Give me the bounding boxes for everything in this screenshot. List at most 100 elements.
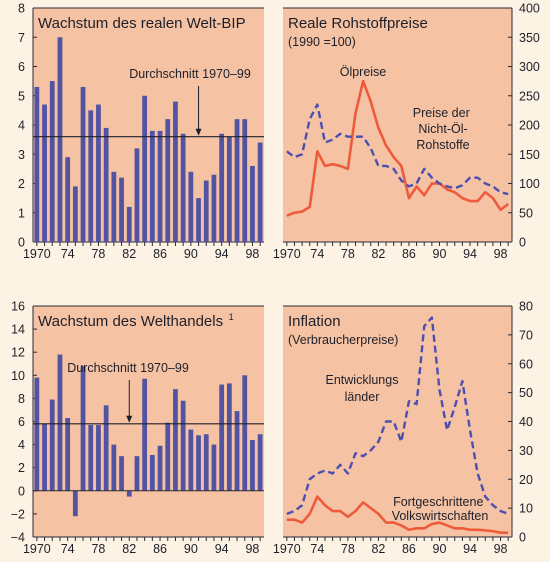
bar-1992 xyxy=(203,434,209,491)
bar-1974 xyxy=(65,418,71,491)
bar-1996 xyxy=(234,411,240,491)
y-tick-label: 0 xyxy=(18,484,25,498)
x-tick-label: 98 xyxy=(494,542,508,556)
bar-1975 xyxy=(72,186,78,242)
bar-1985 xyxy=(149,130,155,242)
series-label-nonoil-line: Nicht-Öl- xyxy=(418,122,467,136)
y-tick-label: 7 xyxy=(18,31,25,45)
y-tick-label: 16 xyxy=(11,300,25,314)
bar-1981 xyxy=(119,456,124,491)
bar-1970 xyxy=(34,86,40,242)
y-tick-label: 4 xyxy=(18,438,25,452)
y-tick-label: 8 xyxy=(18,2,25,16)
series-label-advanced-line: Volkswirtschaften xyxy=(392,509,489,523)
panel-2: 0 50 100 150 200 250 300 350 400 1970 74 78 82 86 90 94… xyxy=(273,2,540,262)
bar-1981 xyxy=(119,177,124,242)
x-tick-label: 90 xyxy=(184,542,198,556)
x-tick-label: 78 xyxy=(341,247,355,261)
x-tick-label: 90 xyxy=(433,247,447,261)
panel-title: Inflation xyxy=(288,313,341,330)
x-tick-label: 74 xyxy=(61,542,75,556)
x-tick-label: 82 xyxy=(122,247,136,261)
bar-1995 xyxy=(226,136,232,242)
bar-1973 xyxy=(57,354,63,491)
x-tick-label: 74 xyxy=(310,542,324,556)
x-tick-label: 78 xyxy=(91,247,105,261)
y-tick-label: 40 xyxy=(519,415,533,429)
y-tick-label: 1 xyxy=(18,206,25,220)
panel-title: Reale Rohstoffpreise xyxy=(288,15,428,32)
series-label-nonoil: Preise der Nicht-Öl- Rohstoffe xyxy=(413,106,473,152)
bar-1988 xyxy=(173,389,178,491)
bar-1979 xyxy=(103,127,109,242)
series-label-nonoil-line: Preise der xyxy=(413,106,473,120)
y-tick-label: 300 xyxy=(519,60,540,74)
bar-1983 xyxy=(134,456,140,491)
x-tick-label: 94 xyxy=(463,247,477,261)
x-tick-label: 86 xyxy=(153,247,167,261)
bar-1989 xyxy=(180,133,186,242)
bar-1982 xyxy=(126,490,132,497)
bar-1991 xyxy=(196,435,201,491)
bar-1987 xyxy=(165,422,171,491)
x-tick-label: 94 xyxy=(215,247,229,261)
y-tick-label: 50 xyxy=(519,386,533,400)
panel-title: Wachstum des Welthandels xyxy=(38,313,223,330)
bar-1989 xyxy=(180,400,186,491)
panel-title: Wachstum des realen Welt-BIP xyxy=(38,15,246,32)
bar-1994 xyxy=(219,384,225,491)
average-arrowhead xyxy=(126,415,133,423)
series-line-1 xyxy=(286,316,509,516)
bar-1990 xyxy=(188,429,194,491)
bar-1996 xyxy=(234,119,240,242)
bar-1992 xyxy=(203,180,209,242)
plot-area xyxy=(283,306,512,537)
y-tick-label: 80 xyxy=(519,300,533,314)
x-tick-label: 90 xyxy=(433,542,447,556)
plot-area xyxy=(33,306,264,537)
bar-1975 xyxy=(72,490,78,517)
bar-1999 xyxy=(257,142,263,242)
bar-1978 xyxy=(96,104,101,243)
bar-1983 xyxy=(134,148,140,242)
y-tick-label: 30 xyxy=(519,444,533,458)
bar-1974 xyxy=(65,157,71,242)
y-tick-label: −4 xyxy=(11,531,25,545)
x-tick-label: 86 xyxy=(402,247,416,261)
bar-1999 xyxy=(257,434,263,491)
series-label-advanced: Fortgeschrittene Volkswirtschaften xyxy=(392,495,489,523)
bar-1980 xyxy=(111,171,117,242)
bar-1984 xyxy=(142,95,148,242)
x-tick-label: 98 xyxy=(245,247,259,261)
y-tick-label: 200 xyxy=(519,119,540,133)
x-tick-label: 1970 xyxy=(23,247,51,261)
bar-1997 xyxy=(242,119,248,242)
x-tick-label: 74 xyxy=(61,247,75,261)
bar-1984 xyxy=(142,378,148,491)
bar-1973 xyxy=(57,37,63,242)
y-tick-label: 2 xyxy=(18,177,25,191)
bar-1997 xyxy=(242,375,248,491)
y-tick-label: 5 xyxy=(18,89,25,103)
bar-1998 xyxy=(250,165,255,242)
y-tick-label: 12 xyxy=(11,346,25,360)
bar-1986 xyxy=(157,445,163,491)
bar-1972 xyxy=(49,399,55,491)
panel-4: 0 10 20 30 40 50 60 70 80 1970 74 78 82 86 90 94 98 Entwi… xyxy=(273,300,533,557)
bar-1995 xyxy=(226,383,232,491)
bar-1987 xyxy=(165,119,171,242)
average-label: Durchschnitt 1970–99 xyxy=(129,67,251,81)
series-label-developing: Entwicklungs länder xyxy=(326,373,399,404)
y-tick-label: 0 xyxy=(18,236,25,250)
series-line-2 xyxy=(286,103,509,196)
bar-1976 xyxy=(80,366,86,491)
x-tick-label: 98 xyxy=(494,247,508,261)
y-tick-label: 60 xyxy=(519,357,533,371)
bar-1982 xyxy=(126,206,132,242)
y-tick-label: 150 xyxy=(519,148,540,162)
bar-1991 xyxy=(196,198,201,242)
bar-1986 xyxy=(157,130,163,242)
y-tick-label: 20 xyxy=(519,473,533,487)
series-label-advanced-line: Fortgeschrittene xyxy=(393,495,487,509)
